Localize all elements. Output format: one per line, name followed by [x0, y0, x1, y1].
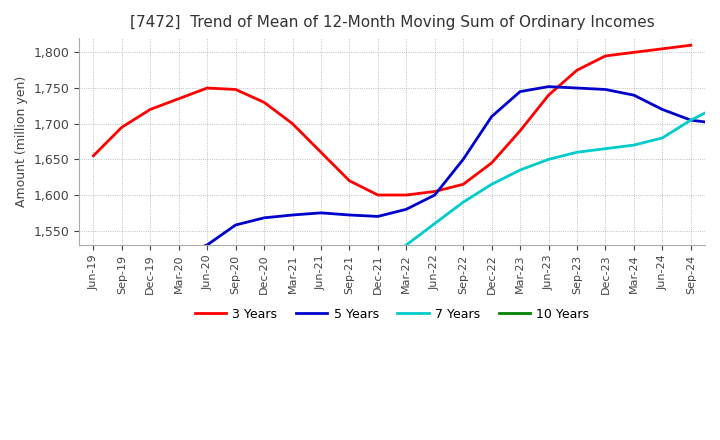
5 Years: [203, 242, 212, 248]
Line: 7 Years: 7 Years: [406, 106, 719, 245]
7 Years: [402, 242, 410, 248]
5 Years: [231, 222, 240, 227]
5 Years: [629, 92, 638, 98]
5 Years: [544, 84, 553, 89]
5 Years: [431, 192, 439, 198]
Title: [7472]  Trend of Mean of 12-Month Moving Sum of Ordinary Incomes: [7472] Trend of Mean of 12-Month Moving …: [130, 15, 654, 30]
7 Years: [715, 103, 720, 109]
3 Years: [572, 68, 581, 73]
5 Years: [317, 210, 325, 216]
3 Years: [345, 178, 354, 183]
Line: 3 Years: 3 Years: [94, 45, 690, 195]
5 Years: [601, 87, 610, 92]
5 Years: [260, 215, 269, 220]
3 Years: [317, 150, 325, 155]
3 Years: [629, 50, 638, 55]
7 Years: [686, 117, 695, 123]
5 Years: [686, 117, 695, 123]
Legend: 3 Years, 5 Years, 7 Years, 10 Years: 3 Years, 5 Years, 7 Years, 10 Years: [190, 303, 594, 326]
5 Years: [402, 207, 410, 212]
7 Years: [459, 199, 467, 205]
5 Years: [288, 213, 297, 218]
3 Years: [516, 128, 524, 133]
3 Years: [601, 53, 610, 59]
3 Years: [89, 153, 98, 158]
3 Years: [658, 46, 667, 51]
3 Years: [686, 43, 695, 48]
5 Years: [374, 214, 382, 219]
3 Years: [203, 85, 212, 91]
7 Years: [572, 150, 581, 155]
5 Years: [345, 213, 354, 218]
3 Years: [174, 96, 183, 101]
7 Years: [516, 168, 524, 173]
3 Years: [374, 192, 382, 198]
7 Years: [601, 146, 610, 151]
5 Years: [658, 107, 667, 112]
3 Years: [260, 100, 269, 105]
3 Years: [544, 92, 553, 98]
5 Years: [174, 253, 183, 258]
3 Years: [117, 125, 126, 130]
3 Years: [402, 192, 410, 198]
7 Years: [487, 182, 496, 187]
3 Years: [231, 87, 240, 92]
5 Years: [516, 89, 524, 94]
5 Years: [715, 121, 720, 126]
7 Years: [544, 157, 553, 162]
Line: 5 Years: 5 Years: [179, 87, 720, 256]
3 Years: [487, 160, 496, 165]
3 Years: [431, 189, 439, 194]
5 Years: [487, 114, 496, 119]
7 Years: [629, 143, 638, 148]
7 Years: [431, 221, 439, 226]
3 Years: [288, 121, 297, 126]
5 Years: [459, 157, 467, 162]
7 Years: [658, 136, 667, 141]
3 Years: [459, 182, 467, 187]
Y-axis label: Amount (million yen): Amount (million yen): [15, 76, 28, 207]
3 Years: [146, 107, 155, 112]
5 Years: [572, 85, 581, 91]
